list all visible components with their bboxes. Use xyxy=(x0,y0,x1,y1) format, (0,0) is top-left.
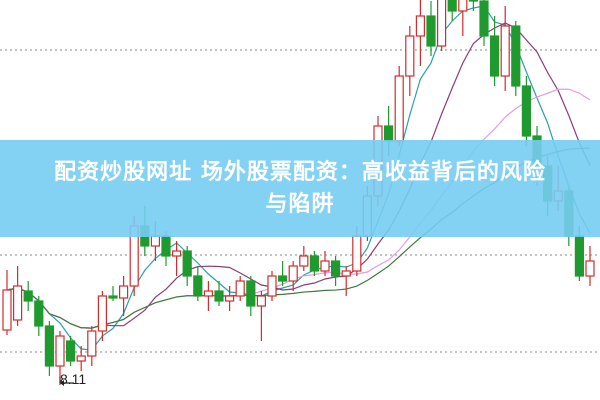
candle-body xyxy=(161,235,171,257)
candle-body xyxy=(585,260,595,277)
low-price-label: 8.11 xyxy=(60,371,87,387)
candle-body xyxy=(235,280,245,297)
candle-body xyxy=(405,35,415,77)
candle-body xyxy=(97,295,108,332)
candle-body xyxy=(76,355,86,362)
candle-body xyxy=(267,275,277,297)
candle-body xyxy=(2,289,12,331)
candle-body xyxy=(256,295,266,307)
title-banner: 配资炒股网址 场外股票配资：高收益背后的风险 与陷阱 xyxy=(0,140,600,237)
candle-body xyxy=(225,295,235,302)
candle-body xyxy=(511,25,521,87)
candle-body xyxy=(87,330,97,357)
candle-body xyxy=(490,35,500,77)
candle-body xyxy=(574,235,585,277)
candle-body xyxy=(458,0,468,12)
ma-line-5 xyxy=(6,5,591,351)
candle-body xyxy=(55,335,65,367)
candle-body xyxy=(182,250,192,277)
candle-body xyxy=(150,235,160,247)
candle-body xyxy=(447,0,457,12)
candle-body xyxy=(426,15,436,47)
candle-body xyxy=(118,285,129,299)
candle-body xyxy=(44,325,55,367)
candle-body xyxy=(13,285,23,321)
candle-body xyxy=(437,0,447,47)
candle-body xyxy=(65,340,76,362)
candle-body xyxy=(108,295,118,299)
candle-body xyxy=(34,300,44,327)
candle-body xyxy=(309,255,319,272)
candle-body xyxy=(500,25,510,77)
candle-body xyxy=(203,290,213,297)
title-line-1: 配资炒股网址 场外股票配资：高收益背后的风险 xyxy=(54,159,546,185)
title-line-2: 与陷阱 xyxy=(265,191,335,217)
low-marker-arrowhead xyxy=(60,380,64,386)
candle-body xyxy=(214,290,224,302)
candle-body xyxy=(394,75,404,142)
candle-body xyxy=(23,290,33,302)
candle-body xyxy=(479,0,489,37)
candle-body xyxy=(415,15,425,37)
candle-body xyxy=(193,275,203,297)
candle-body xyxy=(341,270,351,277)
candle-body xyxy=(299,255,309,267)
candle-body xyxy=(288,265,298,282)
candle-body xyxy=(521,85,532,137)
candle-body xyxy=(278,275,288,282)
candle-body xyxy=(172,250,182,257)
candle-body xyxy=(352,235,362,272)
candle-body xyxy=(331,260,341,277)
candle-body xyxy=(320,260,330,272)
candle-body xyxy=(384,125,394,142)
candle-body xyxy=(246,280,256,307)
candle-body xyxy=(468,0,478,2)
